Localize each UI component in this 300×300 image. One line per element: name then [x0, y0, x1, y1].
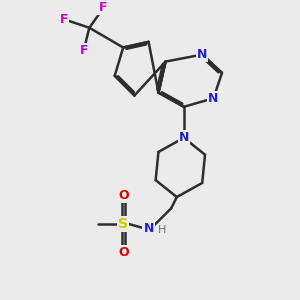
Text: F: F	[99, 2, 108, 14]
Text: N: N	[179, 131, 189, 144]
Text: N: N	[143, 222, 154, 235]
Text: F: F	[80, 44, 88, 57]
Text: F: F	[60, 13, 68, 26]
Text: H: H	[158, 224, 166, 235]
Text: O: O	[118, 189, 128, 202]
Text: O: O	[118, 246, 128, 259]
Text: N: N	[208, 92, 219, 105]
Text: N: N	[197, 48, 207, 61]
Text: S: S	[118, 217, 128, 231]
